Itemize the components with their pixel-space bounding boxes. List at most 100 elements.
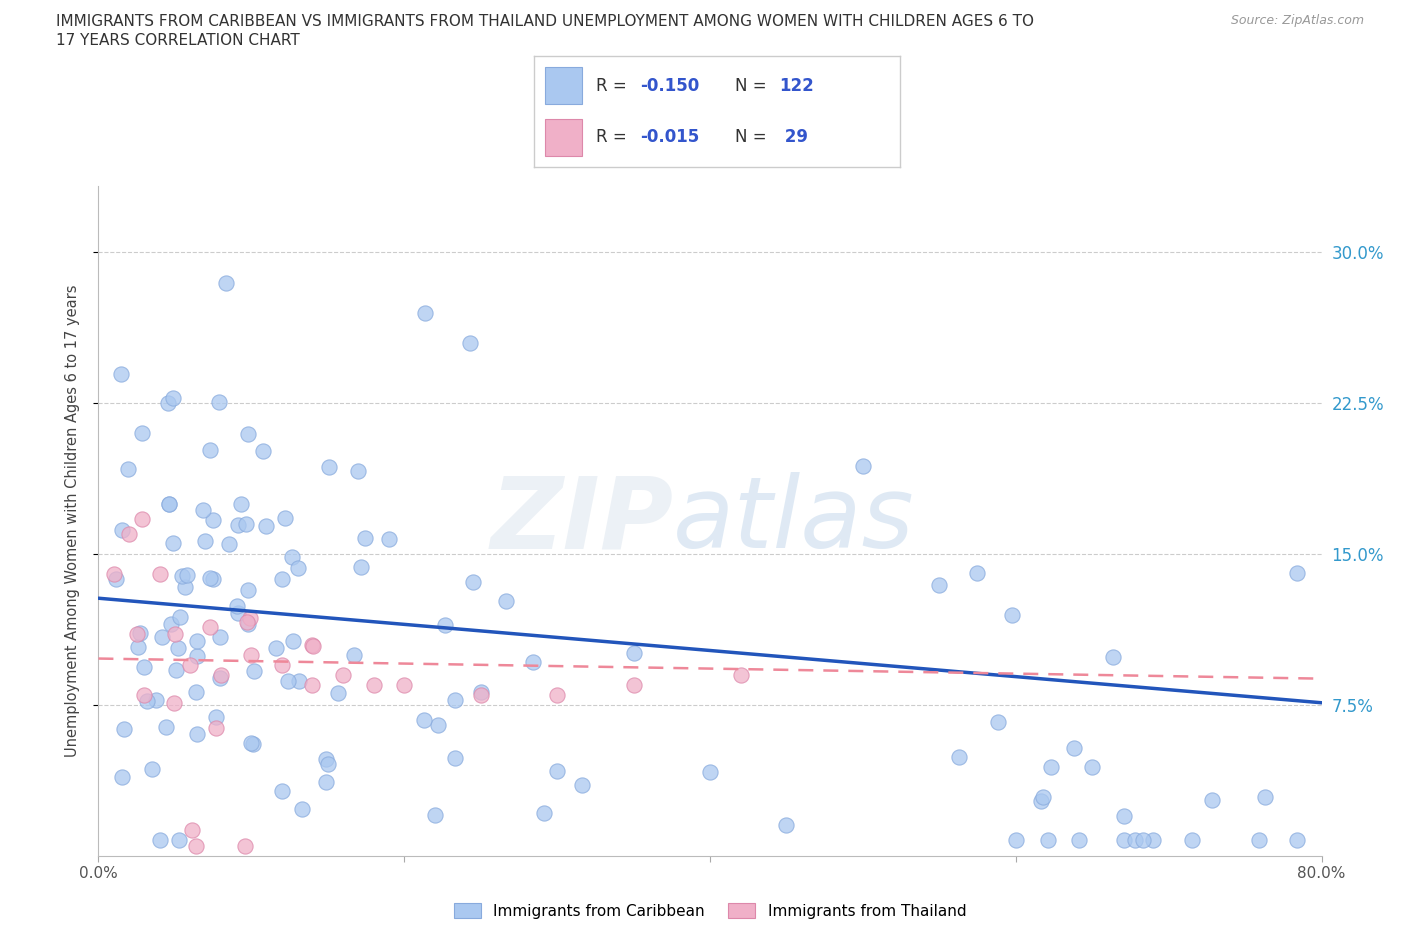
- Point: [226, 605, 249, 620]
- Point: [110, 366, 132, 381]
- Point: [252, 444, 274, 458]
- Point: [1032, 789, 1054, 804]
- Point: [226, 598, 249, 613]
- Text: atlas: atlas: [673, 472, 915, 569]
- Point: [159, 617, 181, 631]
- Text: N =: N =: [735, 77, 766, 95]
- Point: [128, 626, 150, 641]
- Point: [186, 684, 208, 699]
- Point: [162, 391, 184, 405]
- Point: [127, 639, 149, 654]
- Point: [1102, 649, 1125, 664]
- Point: [236, 615, 259, 630]
- Point: [623, 677, 645, 692]
- Point: [966, 565, 988, 580]
- Text: -0.015: -0.015: [640, 128, 700, 146]
- Point: [179, 658, 201, 672]
- Point: [1123, 832, 1146, 847]
- Point: [928, 578, 950, 592]
- Text: ZIP: ZIP: [491, 472, 673, 569]
- Point: [315, 751, 337, 766]
- Point: [233, 838, 256, 853]
- Point: [205, 710, 228, 724]
- Point: [204, 721, 226, 736]
- Point: [273, 511, 295, 525]
- Point: [623, 645, 645, 660]
- Point: [208, 630, 231, 644]
- Point: [533, 805, 555, 820]
- Point: [1004, 832, 1026, 847]
- Point: [215, 275, 238, 290]
- Point: [328, 685, 350, 700]
- Point: [852, 458, 875, 473]
- Point: [1285, 565, 1308, 580]
- Point: [288, 673, 311, 688]
- Point: [239, 611, 262, 626]
- Point: [1029, 794, 1052, 809]
- Point: [167, 832, 190, 847]
- Point: [111, 523, 134, 538]
- Point: [302, 639, 325, 654]
- Point: [318, 459, 340, 474]
- Point: [433, 618, 456, 632]
- Point: [208, 395, 231, 410]
- Point: [186, 633, 208, 648]
- Point: [470, 684, 492, 699]
- Point: [291, 801, 314, 816]
- Point: [458, 336, 481, 351]
- Point: [131, 512, 153, 526]
- Bar: [546, 119, 582, 156]
- Point: [1081, 760, 1104, 775]
- Point: [235, 517, 257, 532]
- Point: [136, 694, 159, 709]
- Point: [1112, 809, 1135, 824]
- Point: [775, 817, 797, 832]
- Point: [157, 396, 180, 411]
- Point: [163, 627, 186, 642]
- Legend: Immigrants from Caribbean, Immigrants from Thailand: Immigrants from Caribbean, Immigrants fr…: [447, 897, 973, 925]
- Point: [470, 687, 492, 702]
- Point: [347, 463, 370, 478]
- Point: [112, 721, 135, 736]
- Point: [254, 519, 277, 534]
- Text: -0.150: -0.150: [640, 77, 700, 95]
- Point: [194, 533, 217, 548]
- Point: [1285, 832, 1308, 847]
- Point: [281, 550, 304, 565]
- Point: [236, 617, 259, 631]
- Point: [426, 718, 449, 733]
- Point: [170, 568, 193, 583]
- Point: [209, 667, 232, 682]
- Point: [1201, 793, 1223, 808]
- Point: [186, 838, 208, 853]
- Point: [149, 832, 172, 847]
- Point: [301, 677, 323, 692]
- Point: [1132, 832, 1154, 847]
- Point: [134, 687, 156, 702]
- Point: [730, 667, 752, 682]
- Point: [104, 572, 127, 587]
- Point: [316, 756, 339, 771]
- Point: [392, 677, 416, 692]
- Point: [315, 774, 337, 789]
- Point: [287, 560, 309, 575]
- Point: [201, 512, 224, 527]
- Text: 122: 122: [779, 77, 814, 95]
- Point: [332, 667, 354, 682]
- Point: [132, 659, 155, 674]
- Point: [209, 671, 232, 685]
- Point: [226, 518, 249, 533]
- Point: [157, 497, 180, 512]
- Point: [145, 693, 167, 708]
- Point: [157, 497, 180, 512]
- Point: [176, 568, 198, 583]
- Point: [571, 777, 593, 792]
- Point: [1181, 832, 1204, 847]
- Point: [111, 769, 134, 784]
- Point: [141, 762, 163, 777]
- Point: [200, 443, 222, 458]
- Point: [415, 305, 437, 320]
- Point: [350, 560, 373, 575]
- Point: [1063, 740, 1085, 755]
- Point: [271, 572, 294, 587]
